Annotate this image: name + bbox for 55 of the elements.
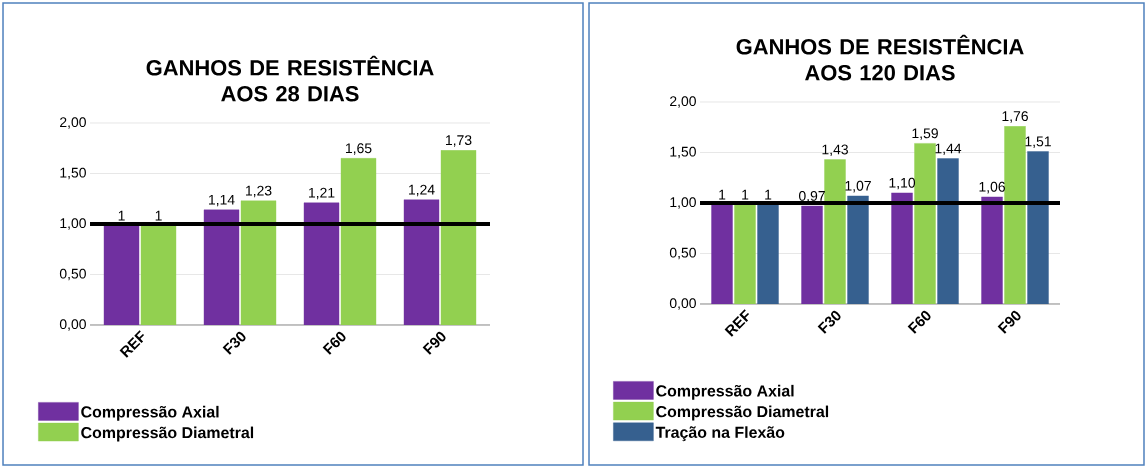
legend-label: Compressão Axial: [656, 384, 794, 400]
data-label: 1,44: [935, 143, 962, 156]
data-label: 1: [118, 210, 125, 221]
chart-title: GANHOS DE RESISTÊNCIA AOS 28 DIAS: [146, 55, 434, 102]
data-label: 1,07: [845, 180, 871, 193]
x-tick-label: F60: [907, 310, 931, 334]
data-label: 1: [742, 189, 749, 200]
legend-label: Compressão Diametral: [656, 405, 829, 421]
data-label: 1,23: [246, 185, 272, 198]
legend-label: Compressão Axial: [81, 405, 219, 421]
data-label: 1,59: [912, 128, 938, 140]
data-label: 1,76: [1002, 111, 1028, 123]
x-tick-label: F90: [997, 310, 1021, 334]
x-tick-label: F30: [222, 331, 246, 355]
data-label: 1,73: [445, 135, 472, 147]
y-tick-label: 1,50: [670, 146, 696, 159]
bar: [1004, 126, 1026, 304]
bar: [1027, 151, 1049, 304]
bar: [734, 202, 756, 304]
data-label: 1: [155, 210, 162, 221]
data-label: 1,65: [345, 143, 372, 155]
data-label: 1,06: [979, 181, 1005, 194]
legend-label: Tração na Flexão: [655, 426, 785, 442]
data-label: 0,97: [798, 190, 825, 203]
y-tick-label: 0,00: [59, 319, 86, 331]
bar: [847, 195, 869, 304]
y-tick-label: 1,00: [60, 218, 86, 230]
x-tick-label: F30: [817, 310, 841, 334]
y-tick-label: 2,00: [60, 117, 86, 129]
x-tick-label: F90: [422, 331, 446, 355]
data-label: 1,24: [409, 184, 435, 197]
y-tick-label: 1,50: [60, 167, 86, 180]
y-tick-label: 1,00: [670, 197, 696, 209]
bar: [981, 196, 1003, 304]
y-tick-label: 0,50: [669, 247, 696, 260]
y-tick-label: 2,00: [670, 96, 696, 108]
bar: [757, 202, 779, 304]
legend-label: Compressão Diametral: [81, 426, 254, 442]
x-tick-label: F60: [322, 331, 346, 355]
bar: [801, 205, 823, 304]
data-label: 1,51: [1025, 136, 1051, 148]
data-label: 1,10: [889, 177, 916, 190]
y-tick-label: 0,50: [59, 268, 86, 281]
data-label: 1,21: [309, 187, 335, 200]
bar: [711, 202, 733, 304]
bar: [937, 158, 959, 304]
y-tick-label: 0,00: [669, 298, 696, 310]
bar: [824, 159, 846, 304]
data-label: 1,43: [822, 144, 848, 157]
chart-title: GANHOS DE RESISTÊNCIA AOS 120 DIAS: [736, 34, 1024, 81]
data-label: 1: [719, 189, 726, 200]
data-label: 1,14: [209, 194, 235, 207]
data-label: 1: [765, 189, 772, 200]
bar: [914, 143, 936, 304]
bar: [891, 192, 913, 304]
